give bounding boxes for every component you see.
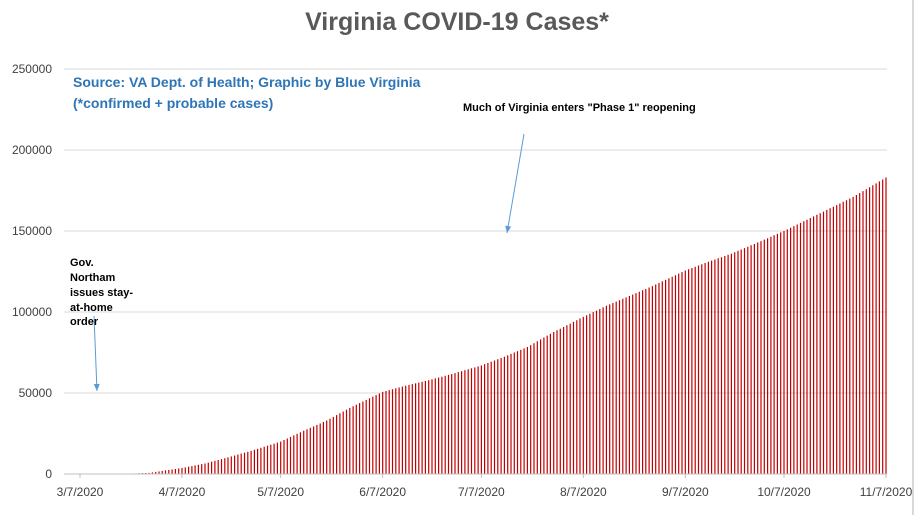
annotation-arrowhead [93, 383, 100, 391]
x-tick-label: 9/7/2020 [662, 485, 709, 499]
annotation-arrows [93, 133, 525, 392]
annotation-arrowhead [505, 225, 512, 233]
x-tick-label: 5/7/2020 [257, 485, 304, 499]
y-tick-label: 100000 [12, 305, 52, 319]
chart-title: Virginia COVID-19 Cases* [305, 8, 609, 36]
source-note: Source: VA Dept. of Health; Graphic by B… [73, 74, 421, 90]
x-tick-label: 10/7/2020 [757, 485, 811, 499]
x-tick-label: 6/7/2020 [359, 485, 406, 499]
y-tick-label: 250000 [12, 62, 52, 76]
axes: 0 50000 100000 150000 200000 250000 3/7/2020 4/… [12, 62, 913, 499]
y-tick-label: 150000 [12, 224, 52, 238]
annotation-phase1: Much of Virginia enters "Phase 1" reopen… [463, 102, 696, 114]
x-tick-label: 4/7/2020 [159, 485, 206, 499]
annotation-arrow [506, 133, 525, 234]
x-tick-label: 7/7/2020 [458, 485, 505, 499]
y-tick-label: 50000 [19, 386, 53, 400]
x-tick-label: 11/7/2020 [860, 485, 913, 499]
bars [89, 177, 887, 474]
y-tick-label: 0 [45, 467, 52, 481]
source-note-cases: (*confirmed + probable cases) [73, 95, 274, 111]
y-tick-label: 200000 [12, 143, 52, 157]
x-tick-label: 3/7/2020 [57, 485, 104, 499]
x-tick-label: 8/7/2020 [560, 485, 607, 499]
gridlines [64, 68, 887, 475]
annotation-stay-at-home: Gov. Northam issues stay-at-home order [70, 257, 133, 329]
annotation-arrow [93, 315, 98, 392]
